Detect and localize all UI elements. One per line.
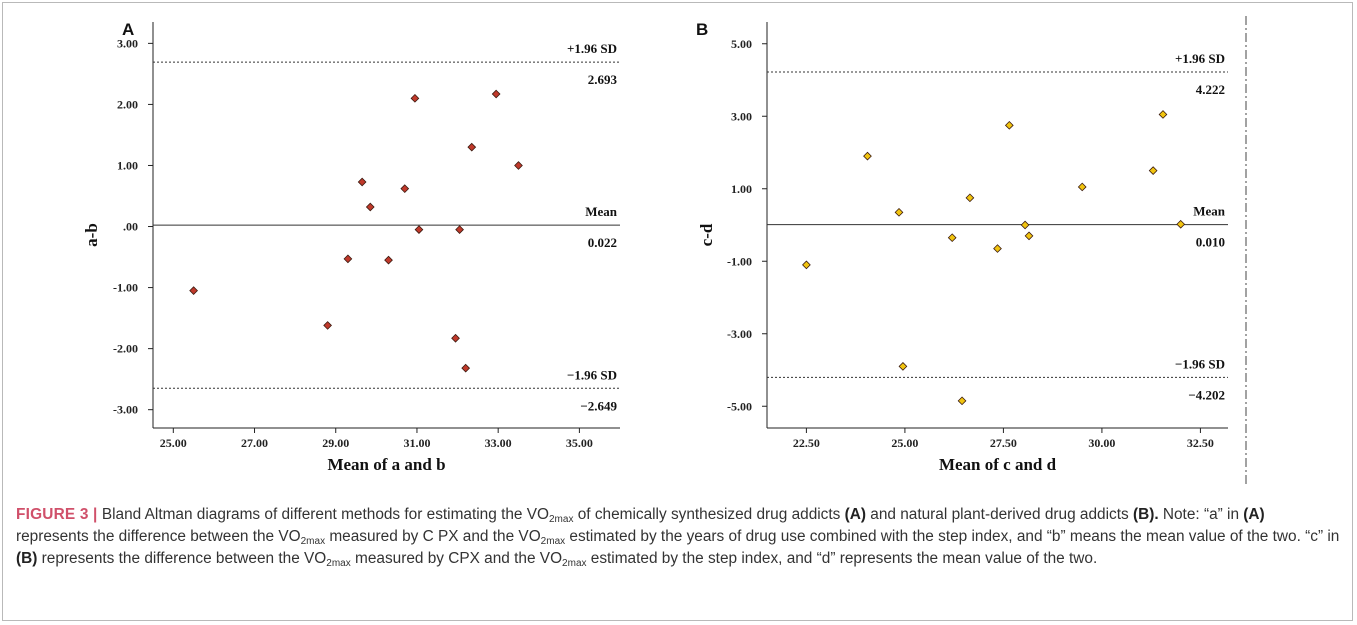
y-tick-label: .00 [123,220,138,234]
data-point [1158,110,1168,119]
caption-label: FIGURE 3 | [16,506,98,523]
data-point [957,396,967,406]
reference-line-value: −4.202 [1188,387,1225,402]
caption-subscript: 2max [326,558,351,569]
data-point [1004,120,1014,130]
x-axis-title: Mean of c and d [939,455,1057,474]
y-tick-label: -1.00 [727,254,752,268]
data-point [1148,166,1158,175]
x-tick-label: 33.00 [485,436,512,450]
x-tick-label: 27.00 [241,436,268,450]
y-axis-title: c-d [697,223,716,246]
data-point [357,177,367,187]
x-tick-label: 35.00 [566,436,593,450]
caption-text: measured by CPX and the VO [350,550,563,567]
y-tick-label: 2.00 [117,97,138,111]
y-tick-label: 3.00 [731,109,752,123]
data-point [414,225,424,234]
reference-line-value: 2.693 [588,72,618,87]
data-point [947,233,957,243]
caption-bold: (B). [1132,506,1159,523]
data-point [1176,219,1186,229]
y-tick-label: -1.00 [113,281,138,295]
x-axis-title: Mean of a and b [327,455,445,474]
data-point [451,333,460,343]
y-axis-title: a-b [82,223,101,247]
data-point [343,254,353,264]
reference-line-name: +1.96 SD [567,41,617,56]
data-point [965,193,975,203]
x-tick-label: 31.00 [403,436,430,450]
panel-label: A [122,20,134,39]
y-tick-label: -3.00 [727,327,752,341]
data-point [1024,231,1034,241]
data-point [894,207,904,217]
caption-text: represents the difference between the VO [37,550,327,567]
caption-subscript: 2max [300,536,326,547]
reference-line-value: 0.022 [588,235,617,250]
data-point [1020,220,1030,230]
caption-subscript: 2max [540,536,566,547]
caption-text: estimated by the years of drug use combi… [565,528,1340,545]
panel-label: B [696,20,708,39]
caption-text: Note: “a” in [1158,506,1244,523]
data-point [802,260,811,270]
x-tick-label: 25.00 [160,436,187,450]
reference-line-name: Mean [585,204,618,219]
y-tick-label: -2.00 [113,342,138,356]
x-tick-label: 32.50 [1187,436,1214,450]
caption-text: measured by C PX and the VO [325,528,541,545]
x-tick-label: 25.00 [891,436,918,450]
caption-text: represents the difference between the VO [16,528,301,545]
y-tick-label: 5.00 [731,37,752,51]
data-point [514,161,523,170]
data-point [461,363,471,373]
reference-line-name: −1.96 SD [1175,356,1225,371]
figure-caption: FIGURE 3 | Bland Altman diagrams of diff… [16,504,1341,570]
x-tick-label: 29.00 [322,436,349,450]
reference-line-value: 0.010 [1196,235,1225,250]
data-point [863,151,872,161]
y-tick-label: 1.00 [117,158,138,172]
x-tick-label: 27.50 [990,436,1017,450]
reference-line-value: −2.649 [580,398,617,413]
data-point [189,286,198,295]
panel-b: B 5.00 3.00 1.00 -1.00 -3.00 -5.00 22.50 25.00 27… [696,20,1228,474]
data-point [365,202,375,212]
data-point [993,244,1002,253]
data-point [384,255,393,265]
caption-text: and natural plant-derived drug addicts [866,506,1133,523]
y-tick-label: -5.00 [727,399,752,413]
caption-text: Bland Altman diagrams of different metho… [97,506,549,523]
caption-bold: (A) [844,506,866,523]
data-point [467,142,477,152]
panel-a: A3.00 2.00 1.00 .00 -1.00 -2.00 -3.00 25.00 27.0… [82,20,620,474]
reference-line-name: Mean [1193,204,1226,219]
reference-line-name: −1.96 SD [567,367,617,382]
y-tick-label: -3.00 [113,403,138,417]
caption-subscript: 2max [562,558,587,569]
caption-text: estimated by the step index, and “d” rep… [586,550,1098,567]
caption-bold: (B) [16,550,38,567]
reference-line-name: +1.96 SD [1175,51,1225,66]
data-point [400,184,410,194]
x-tick-label: 30.00 [1088,436,1115,450]
data-point [323,321,332,330]
data-point [410,93,420,103]
caption-bold: (A) [1243,506,1265,523]
y-tick-label: 1.00 [731,182,752,196]
data-point [455,225,464,234]
data-point [898,362,908,371]
caption-text: of chemically synthesized drug addicts [573,506,845,523]
data-point [491,89,501,99]
reference-line-value: 4.222 [1196,82,1225,97]
y-tick-label: 3.00 [117,36,138,50]
caption-subscript: 2max [548,514,574,525]
x-tick-label: 22.50 [793,436,820,450]
data-point [1077,182,1087,192]
